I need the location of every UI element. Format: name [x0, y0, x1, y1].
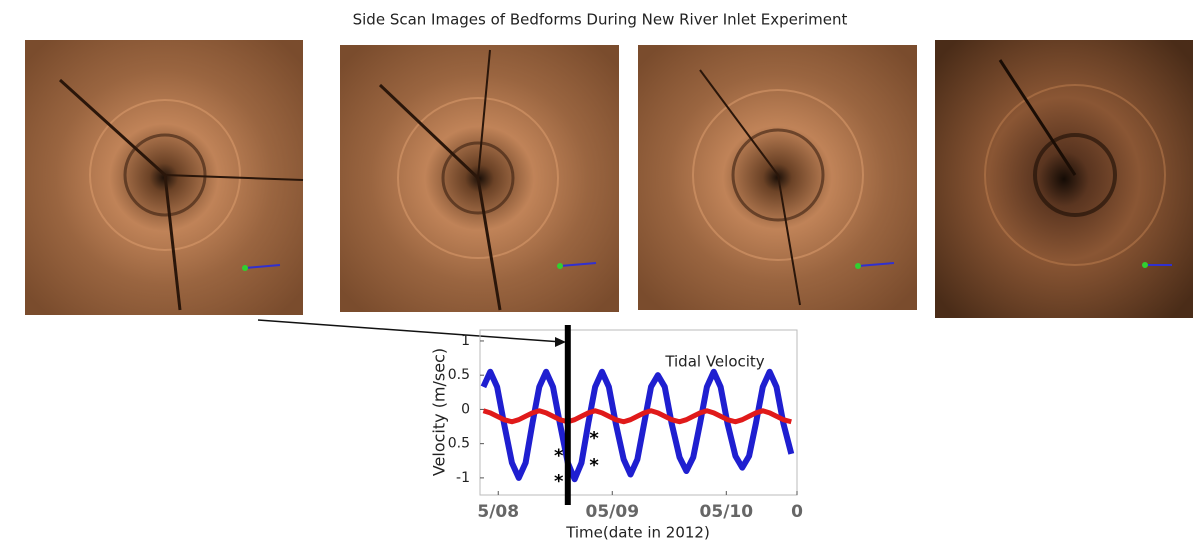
annotation: *	[589, 428, 599, 449]
data-line	[483, 372, 791, 479]
y-tick-label: -1	[456, 470, 470, 486]
figure: Side Scan Images of Bedforms During New …	[0, 0, 1198, 544]
sonar-image	[340, 45, 619, 312]
y-tick-label: 0.5	[448, 367, 470, 383]
sonar-image	[25, 40, 303, 315]
sonar-image	[638, 45, 917, 310]
annotation: *	[589, 455, 599, 476]
x-axis-label: Time(date in 2012)	[565, 524, 710, 542]
annotation: *	[554, 471, 564, 492]
y-tick-label: 1	[461, 333, 470, 349]
x-tick-label: 05/10	[700, 502, 754, 522]
x-tick-label: 05/09	[586, 502, 640, 522]
data-line	[483, 411, 791, 422]
arrow	[258, 320, 566, 347]
x-tick-label: 5/08	[477, 502, 519, 522]
sonar-image	[935, 40, 1193, 318]
figure-title: Side Scan Images of Bedforms During New …	[353, 11, 848, 29]
chart-title: Tidal Velocity	[664, 353, 764, 371]
y-tick-label: 0	[461, 401, 470, 417]
annotation: *	[554, 446, 564, 467]
x-tick-label: 0	[791, 502, 803, 522]
y-tick-label: 0.5	[448, 436, 470, 452]
y-axis-label: Velocity (m/sec)	[430, 348, 449, 476]
